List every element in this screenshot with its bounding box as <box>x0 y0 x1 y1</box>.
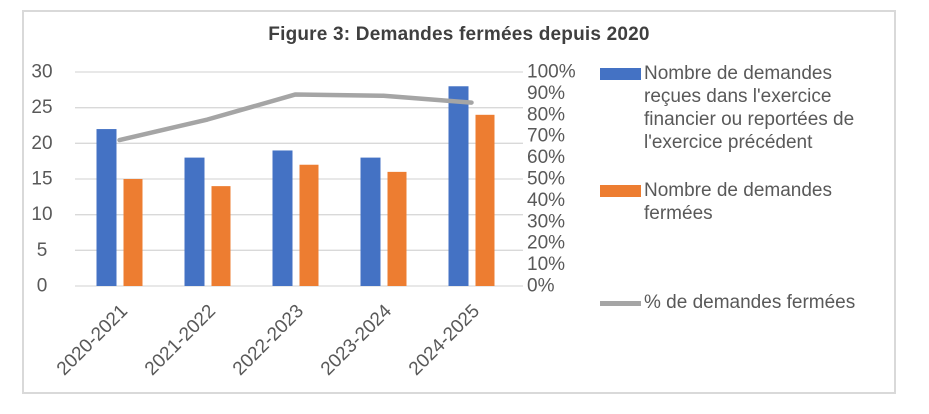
right-axis-tick-label: 70% <box>527 126 565 147</box>
bar-fermees-2023-2024 <box>387 171 407 286</box>
right-axis-tick-label: 40% <box>527 190 565 211</box>
right-axis-tick-label: 0% <box>527 276 555 297</box>
right-axis-tick-label: 10% <box>527 254 565 275</box>
left-axis-tick-label: 5 <box>37 240 48 261</box>
bar-recues-2021-2022 <box>184 157 205 286</box>
bar-recues-2022-2023 <box>272 150 293 286</box>
legend-swatch-blue-bar <box>600 67 641 80</box>
left-axis-tick-label: 15 <box>31 169 52 190</box>
x-axis-category-label: 2020-2021 <box>53 301 132 380</box>
legend-item-demandes-fermees: Nombre de demandes fermées <box>600 179 832 225</box>
legend-item-demandes-recues: Nombre de demandes reçues dans l'exercic… <box>600 62 854 154</box>
left-axis-tick-label: 10 <box>31 204 52 225</box>
legend-item-pct-fermees: % de demandes fermées <box>600 291 855 314</box>
right-axis-tick-label: 90% <box>527 83 565 104</box>
legend-label-demandes-fermees: Nombre de demandes fermées <box>644 180 832 224</box>
x-axis-category-label: 2022-2023 <box>229 301 308 380</box>
legend-swatch-gray-line <box>600 301 641 306</box>
left-axis-tick-label: 0 <box>37 276 48 297</box>
right-axis-tick-label: 100% <box>527 62 576 83</box>
x-axis-category-label: 2021-2022 <box>141 301 220 380</box>
bar-fermees-2020-2021 <box>123 179 143 286</box>
pct-fermees-line <box>117 92 474 143</box>
left-axis-tick-label: 25 <box>31 97 52 118</box>
right-axis-tick-label: 80% <box>527 104 565 125</box>
bar-fermees-2021-2022 <box>211 186 231 286</box>
x-axis-category-label: 2024-2025 <box>405 301 484 380</box>
bar-fermees-2022-2023 <box>299 164 319 286</box>
right-axis-tick-label: 60% <box>527 147 565 168</box>
left-axis-tick-label: 30 <box>31 62 52 83</box>
chart-title: Figure 3: Demandes fermées depuis 2020 <box>268 24 650 45</box>
x-axis-category-label: 2023-2024 <box>317 300 396 379</box>
bar-recues-2024-2025 <box>448 86 469 287</box>
legend-label-pct-fermees: % de demandes fermées <box>644 292 856 313</box>
legend-label-demandes-recues: Nombre de demandes reçues dans l'exercic… <box>644 63 855 153</box>
bar-recues-2020-2021 <box>96 129 117 286</box>
legend-swatch-orange-bar <box>600 184 641 197</box>
right-axis-tick-label: 50% <box>527 169 565 190</box>
bar-fermees-2024-2025 <box>475 114 495 286</box>
bar-recues-2023-2024 <box>360 157 381 286</box>
right-axis-tick-label: 30% <box>527 211 565 232</box>
right-axis-tick-label: 20% <box>527 233 565 254</box>
left-axis-tick-label: 20 <box>31 133 52 154</box>
